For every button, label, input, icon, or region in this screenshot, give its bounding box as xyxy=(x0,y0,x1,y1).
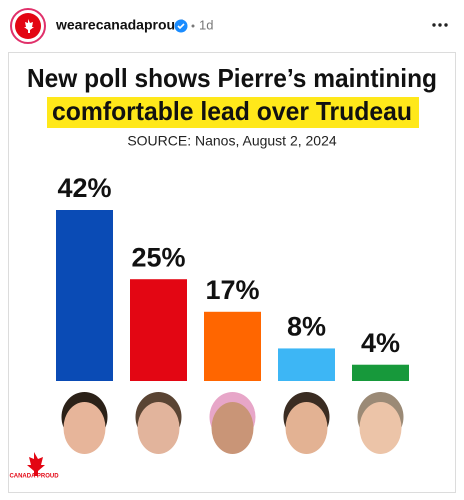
more-dot[interactable] xyxy=(438,23,442,27)
value-label: 8% xyxy=(287,312,326,342)
bar xyxy=(130,279,187,381)
chart-subtitle: SOURCE: Nanos, August 2, 2024 xyxy=(127,133,337,149)
bar xyxy=(352,364,409,381)
more-dot[interactable] xyxy=(444,23,448,27)
face xyxy=(285,402,328,454)
bar xyxy=(204,311,261,381)
more-dot[interactable] xyxy=(432,23,436,27)
logo-text: CANADA PROUD xyxy=(9,474,59,480)
chart-title: New poll shows Pierre’s maintining xyxy=(27,63,437,93)
bars: 42% 25% 17% 8% 4% xyxy=(56,173,409,381)
avatar-leaf xyxy=(24,19,34,33)
username[interactable]: wearecanadaproud xyxy=(55,17,184,33)
value-label: 42% xyxy=(57,173,111,203)
title-highlight xyxy=(47,97,419,128)
value-label: 25% xyxy=(131,242,185,272)
faces xyxy=(61,392,404,454)
face xyxy=(359,402,402,454)
face xyxy=(137,402,180,454)
bar xyxy=(56,210,113,381)
value-label: 17% xyxy=(205,275,259,305)
more-button[interactable] xyxy=(432,23,448,27)
value-label: 4% xyxy=(361,328,400,358)
face xyxy=(211,402,254,454)
post-time: 1d xyxy=(199,17,213,32)
separator-dot xyxy=(191,24,195,28)
face xyxy=(63,402,106,454)
chart-title: comfortable lead over Trudeau xyxy=(52,96,412,126)
verified-check xyxy=(177,23,185,30)
logo-leaf xyxy=(27,452,45,476)
bar xyxy=(278,348,335,381)
